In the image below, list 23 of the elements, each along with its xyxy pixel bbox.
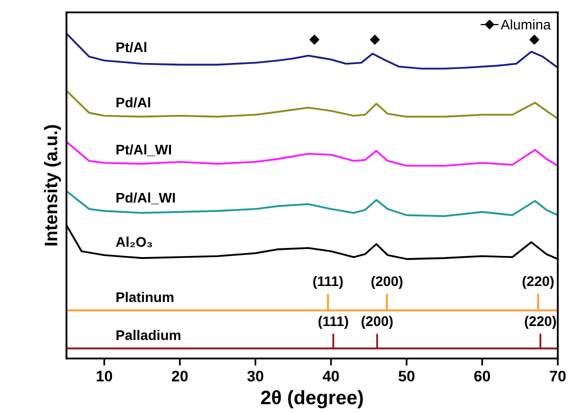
y-axis-title: Intensity (a.u.) xyxy=(44,125,61,246)
x-axis-title: 2θ (degree) xyxy=(261,390,363,408)
annotation: (111) xyxy=(318,316,348,329)
annotation: (220) xyxy=(524,316,556,329)
annotation: (220) xyxy=(522,276,554,289)
x-tick-label: 20 xyxy=(172,370,188,382)
legend-label: Alumina xyxy=(500,19,551,30)
series-label: Pt/Al_WI xyxy=(116,144,171,156)
x-tick-label: 10 xyxy=(96,370,112,382)
series-label: Pd/Al xyxy=(116,97,150,108)
annotation: (200) xyxy=(371,276,402,289)
annotation: (111) xyxy=(313,276,343,289)
x-tick-label: 50 xyxy=(398,370,414,382)
series-label: Palladium xyxy=(116,330,180,340)
x-tick-label: 30 xyxy=(247,370,264,382)
x-tick-label: 70 xyxy=(550,370,566,382)
series-label: Pt/Al xyxy=(116,42,146,52)
annotation: (200) xyxy=(362,316,393,329)
series-label: Pd/Al_WI xyxy=(116,192,175,204)
x-tick-label: 60 xyxy=(474,370,490,382)
x-tick-label: 40 xyxy=(322,370,339,382)
series-label: Al₂O₃ xyxy=(116,236,152,248)
series-label: Platinum xyxy=(116,292,174,302)
